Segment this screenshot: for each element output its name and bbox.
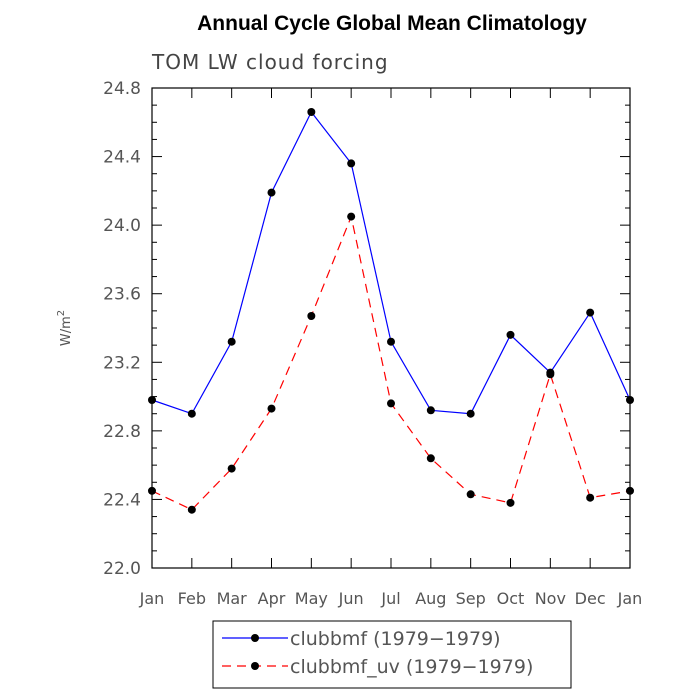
data-point-series-2 [387,399,395,408]
legend: clubbmf (1979−1979) clubbmf_uv (1979−197… [212,620,572,689]
series-line-2 [151,214,631,511]
data-point-series-1 [187,409,196,418]
x-tick-labels: Jan Feb Mar Apr May Jun Jul Aug Sep Oct Nov Dec Jan [139,589,643,608]
data-point-series-2 [227,464,236,473]
data-point-series-2 [426,454,435,463]
data-point-series-1 [466,409,475,418]
legend-marker-series-2 [251,662,259,670]
data-point-series-2 [347,212,356,221]
data-point-series-1 [148,396,156,404]
y-axis-label-text: W/m [59,316,74,346]
data-point-series-1 [307,108,316,116]
y-tick-label: 24.0 [103,216,141,236]
x-tick-label: Jul [380,589,400,608]
data-point-series-1 [267,188,276,197]
data-point-series-2 [267,404,276,413]
plot-frame [151,87,631,569]
data-point-series-2 [586,493,595,502]
y-tick-label: 24.4 [103,148,141,168]
legend-label-series-2: clubbmf_uv (1979−1979) [290,656,533,678]
x-tick-label: Apr [258,589,286,608]
x-tick-label: May [295,589,328,608]
data-point-series-2 [307,312,316,320]
data-point-series-2 [626,486,634,495]
x-tick-label: Jun [338,589,364,608]
data-point-series-1 [586,308,595,317]
data-point-series-1 [426,406,435,415]
x-tick-label: Oct [497,589,525,608]
data-point-series-1 [347,159,356,168]
x-tick-label: Jan [139,589,165,608]
y-tick-label: 24.8 [103,79,141,99]
chart-title: Annual Cycle Global Mean Climatology [197,12,587,35]
x-tick-label: Mar [217,589,248,608]
data-point-series-1 [227,337,236,346]
data-point-series-1 [506,330,515,339]
x-tick-label: Dec [575,589,606,608]
y-tick-labels: 22.0 22.4 22.8 23.2 23.6 24.0 24.4 24.8 [103,79,141,579]
series-line-1 [151,110,631,415]
x-tick-label: Nov [535,589,566,608]
data-point-series-2 [187,505,196,514]
data-point-series-2 [506,498,515,507]
legend-label-series-1: clubbmf (1979−1979) [290,628,501,650]
data-point-series-2 [148,486,156,495]
legend-box [212,620,572,689]
y-axis-label: W/m2 [56,310,74,346]
y-tick-label: 23.2 [103,353,141,373]
data-point-series-1 [387,337,395,346]
x-tick-label: Jan [617,589,643,608]
legend-marker-series-1 [251,634,259,642]
x-tick-label: Sep [456,589,486,608]
data-point-series-2 [466,490,475,499]
y-tick-label: 22.4 [103,490,141,510]
y-axis-label-superscript: 2 [56,310,67,316]
data-point-series-2 [546,370,555,379]
data-point-series-1 [626,396,634,404]
y-tick-label: 22.8 [103,422,141,442]
axis-ticks [151,87,631,569]
y-tick-label: 23.6 [103,285,141,305]
series-layer [148,108,634,514]
x-tick-label: Feb [178,589,206,608]
chart-subtitle: TOM LW cloud forcing [151,50,389,74]
x-tick-label: Aug [415,589,446,608]
y-tick-label: 22.0 [103,559,141,579]
